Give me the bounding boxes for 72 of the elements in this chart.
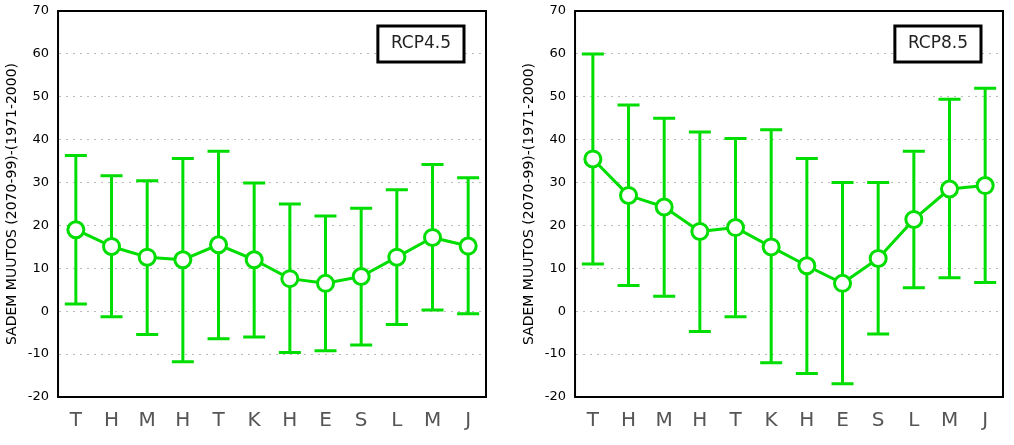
y-tick-label: 40 [549, 131, 567, 147]
x-tick-label: M [138, 407, 156, 432]
point [654, 197, 674, 217]
point [316, 273, 336, 293]
annotation: RCP4.5 [390, 32, 451, 53]
y-tick-label: 60 [32, 45, 50, 61]
point [619, 185, 639, 205]
point [690, 221, 710, 241]
x-tick-label: T [211, 407, 226, 432]
y-tick-label: 0 [40, 302, 50, 318]
point [244, 250, 264, 270]
x-tick-label: H [282, 407, 298, 432]
x-tick-label: M [655, 407, 673, 432]
point [387, 247, 407, 267]
point [66, 220, 86, 240]
x-tick-label: M [940, 407, 959, 432]
y-tick-label: 40 [32, 131, 50, 147]
point [868, 248, 888, 268]
y-tick-label: -20 [544, 388, 567, 404]
point [833, 273, 853, 293]
x-tick-label: J [980, 407, 989, 432]
y-tick-label: 50 [549, 88, 567, 104]
point [904, 209, 924, 229]
x-tick-label: J [463, 407, 472, 432]
y-tick-label: 60 [549, 45, 567, 61]
y-tick-label: 20 [549, 216, 567, 232]
x-tick-label: T [68, 407, 83, 432]
y-tick-label: -10 [544, 345, 567, 361]
y-tick-label: 0 [557, 302, 567, 318]
point [940, 179, 959, 199]
y-tick-label: 70 [32, 2, 50, 18]
x-tick-label: H [799, 407, 815, 432]
y-tick-label: 30 [549, 173, 567, 189]
y-tick-label: 50 [32, 88, 50, 104]
point [975, 176, 995, 196]
point [726, 218, 746, 238]
point [209, 235, 229, 255]
point [458, 236, 478, 256]
x-tick-label: K [764, 407, 779, 432]
x-tick-label: H [175, 407, 191, 432]
x-tick-label: E [836, 407, 849, 432]
point [280, 269, 300, 289]
point [173, 250, 193, 270]
y-tick-label: 10 [549, 259, 567, 275]
point [797, 256, 817, 276]
x-tick-label: S [871, 407, 885, 432]
x-tick-label: L [391, 407, 404, 432]
x-tick-label: T [728, 407, 743, 432]
point [102, 236, 122, 256]
y-tick-label: -20 [27, 388, 50, 404]
x-tick-label: K [247, 407, 262, 432]
annotation: RCP8.5 [907, 32, 968, 53]
x-tick-label: L [908, 407, 921, 432]
x-tick-label: E [319, 407, 332, 432]
x-tick-label: H [621, 407, 637, 432]
y-axis-title: SADEM MUUTOS (2070-99)-(1971-2000) [3, 62, 20, 346]
y-tick-label: 10 [32, 259, 50, 275]
point [423, 227, 442, 247]
y-tick-label: 70 [549, 2, 567, 18]
y-tick-label: 30 [32, 173, 50, 189]
y-tick-label: -10 [27, 345, 50, 361]
y-axis-title: SADEM MUUTOS (2070-99)-(1971-2000) [520, 62, 537, 346]
x-tick-label: H [104, 407, 120, 432]
x-tick-label: T [585, 407, 600, 432]
x-tick-label: H [692, 407, 708, 432]
point [351, 266, 371, 286]
point [583, 149, 603, 169]
point [137, 247, 157, 267]
point [761, 237, 781, 257]
x-tick-label: S [354, 407, 368, 432]
x-tick-label: M [423, 407, 442, 432]
y-tick-label: 20 [32, 216, 50, 232]
